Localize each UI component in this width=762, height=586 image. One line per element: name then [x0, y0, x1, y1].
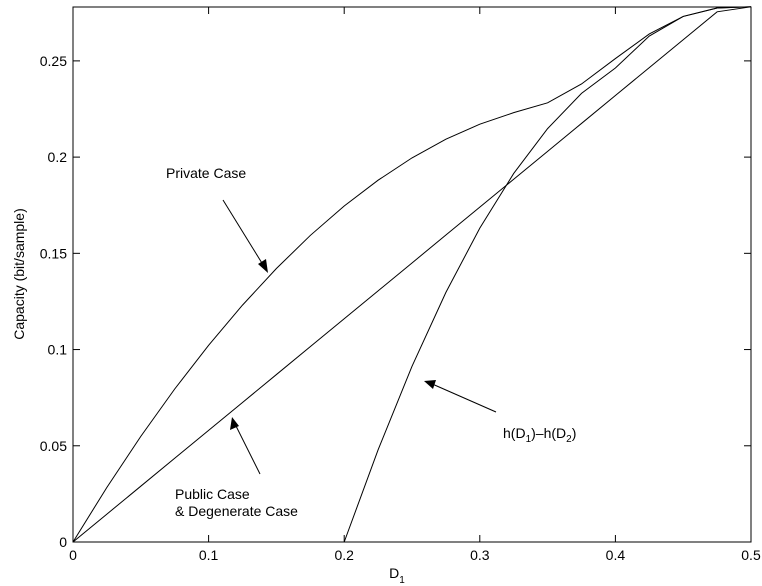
annotation-entropy-diff: h(D1)–h(D2) [503, 425, 576, 445]
x-axis-label-main: D [389, 565, 399, 581]
series-public-case [72, 6, 752, 543]
annotation-public-case: Public Case & Degenerate Case [175, 486, 298, 519]
annotation-arrow-public [233, 421, 261, 475]
annotation-arrow-private [222, 199, 266, 269]
y-tick-label: 0.05 [40, 438, 67, 454]
y-tick-label: 0.25 [40, 53, 67, 69]
y-tick-label: 0.1 [48, 342, 68, 358]
x-tick-label: 0.1 [199, 547, 219, 563]
plot-lines [72, 6, 752, 543]
annotation-entropy-prefix: h(D [503, 425, 526, 441]
axis-ticks: 0 0.1 0.2 0.3 0.4 0.5 0 0.05 0.1 0.15 0.2 0.25 [40, 7, 761, 563]
x-tick-label: 0.3 [470, 547, 490, 563]
x-tick-label: 0.4 [606, 547, 626, 563]
annotation-public-line1: Public Case [175, 486, 250, 502]
y-tick-label: 0 [59, 534, 67, 550]
annotation-arrowhead-private [258, 259, 268, 273]
annotation-private-case: Private Case [166, 165, 246, 181]
x-tick-label: 0 [69, 547, 77, 563]
y-axis-label: Capacity (bit/sample) [11, 208, 27, 340]
annotation-arrowhead-entropy [424, 380, 436, 389]
series-entropy-diff [343, 6, 752, 543]
annotation-public-line2: & Degenerate Case [175, 503, 298, 519]
x-axis-label: D1 [389, 565, 405, 586]
annotation-arrow-entropy [429, 382, 497, 413]
x-tick-label: 0.2 [334, 547, 354, 563]
annotation-arrowhead-public [230, 417, 239, 430]
x-axis-label-sub: 1 [399, 575, 405, 586]
x-tick-label: 0.5 [741, 547, 761, 563]
annotation-entropy-sub2: 2 [566, 434, 572, 445]
annotation-entropy-suffix: ) [572, 425, 577, 441]
plot-frame [72, 6, 752, 543]
annotation-entropy-sub1: 1 [526, 434, 532, 445]
y-tick-label: 0.15 [40, 245, 67, 261]
y-tick-label: 0.2 [48, 149, 68, 165]
annotation-entropy-mid: )–h(D [531, 425, 566, 441]
series-private-case [72, 6, 752, 543]
